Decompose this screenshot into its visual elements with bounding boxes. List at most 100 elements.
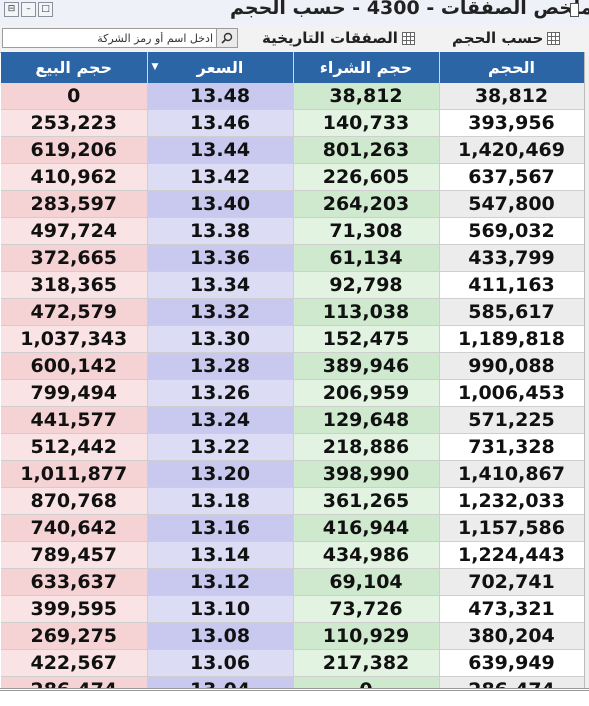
buy-volume-cell: 389,946 <box>293 352 440 380</box>
table-row[interactable]: 422,567 13.06 217,382 639,949 <box>1 649 585 677</box>
volume-cell: 1,157,586 <box>439 514 585 542</box>
column-header-volume[interactable]: الحجم <box>439 52 585 83</box>
title-bar: ⊟ – □ ملخص الصفقات - 4300 - حسب الحجم <box>0 0 589 26</box>
volume-cell: 1,189,818 <box>439 325 585 353</box>
column-header-price[interactable]: ▼ السعر <box>147 52 294 83</box>
buy-volume-cell: 226,605 <box>293 163 440 191</box>
toolbar: الصفقات التاريخية حسب الحجم <box>0 25 589 53</box>
table-row[interactable]: 472,579 13.32 113,038 585,617 <box>1 298 585 326</box>
table-row[interactable]: 441,577 13.24 129,648 571,225 <box>1 406 585 434</box>
sell-volume-cell: 472,579 <box>1 298 148 326</box>
price-cell: 13.18 <box>147 487 294 515</box>
price-cell: 13.14 <box>147 541 294 569</box>
price-cell: 13.24 <box>147 406 294 434</box>
sell-volume-cell: 0 <box>1 83 148 110</box>
buy-volume-cell: 73,726 <box>293 595 440 623</box>
volume-cell: 637,567 <box>439 163 585 191</box>
volume-cell: 731,328 <box>439 433 585 461</box>
table-row[interactable]: 1,011,877 13.20 398,990 1,410,867 <box>1 460 585 488</box>
minimize-button[interactable]: – <box>21 2 36 17</box>
volume-cell: 990,088 <box>439 352 585 380</box>
volume-cell: 393,956 <box>439 109 585 137</box>
search-icon <box>221 32 233 44</box>
sell-volume-cell: 399,595 <box>1 595 148 623</box>
sell-volume-cell: 789,457 <box>1 541 148 569</box>
table-row[interactable]: 600,142 13.28 389,946 990,088 <box>1 352 585 380</box>
price-cell: 13.36 <box>147 244 294 272</box>
buy-volume-cell: 92,798 <box>293 271 440 299</box>
sell-volume-cell: 870,768 <box>1 487 148 515</box>
table-row[interactable]: 1,037,343 13.30 152,475 1,189,818 <box>1 325 585 353</box>
sell-volume-cell: 441,577 <box>1 406 148 434</box>
restore-button[interactable]: ⊟ <box>4 2 19 17</box>
window-title: ملخص الصفقات - 4300 - حسب الحجم <box>230 0 589 19</box>
buy-volume-cell: 206,959 <box>293 379 440 407</box>
volume-cell: 473,321 <box>439 595 585 623</box>
vertical-scrollbar[interactable] <box>584 52 589 703</box>
buy-volume-cell: 140,733 <box>293 109 440 137</box>
sell-volume-cell: 253,223 <box>1 109 148 137</box>
horizontal-scrollbar[interactable] <box>0 688 589 706</box>
grid-icon <box>547 31 561 45</box>
sell-volume-cell: 497,724 <box>1 217 148 245</box>
company-search <box>2 28 238 48</box>
table-row[interactable]: 269,275 13.08 110,929 380,204 <box>1 622 585 650</box>
buy-volume-cell: 801,263 <box>293 136 440 164</box>
table-row[interactable]: 0 13.48 38,812 38,812 <box>1 83 585 110</box>
price-cell: 13.46 <box>147 109 294 137</box>
volume-cell: 38,812 <box>439 83 585 110</box>
sell-volume-cell: 372,665 <box>1 244 148 272</box>
volume-cell: 1,420,469 <box>439 136 585 164</box>
table-row[interactable]: 497,724 13.38 71,308 569,032 <box>1 217 585 245</box>
sell-volume-cell: 619,206 <box>1 136 148 164</box>
maximize-button[interactable]: □ <box>38 2 53 17</box>
buy-volume-cell: 71,308 <box>293 217 440 245</box>
buy-volume-cell: 434,986 <box>293 541 440 569</box>
table-row[interactable]: 318,365 13.34 92,798 411,163 <box>1 271 585 299</box>
sell-volume-cell: 410,962 <box>1 163 148 191</box>
buy-volume-cell: 69,104 <box>293 568 440 596</box>
volume-cell: 547,800 <box>439 190 585 218</box>
sell-volume-cell: 283,597 <box>1 190 148 218</box>
table-row[interactable]: 372,665 13.36 61,134 433,799 <box>1 244 585 272</box>
price-cell: 13.06 <box>147 649 294 677</box>
window-controls: ⊟ – □ <box>4 2 53 17</box>
table-row[interactable]: 399,595 13.10 73,726 473,321 <box>1 595 585 623</box>
table-row[interactable]: 633,637 13.12 69,104 702,741 <box>1 568 585 596</box>
sell-volume-cell: 1,037,343 <box>1 325 148 353</box>
table-row[interactable]: 870,768 13.18 361,265 1,232,033 <box>1 487 585 515</box>
table-row[interactable]: 799,494 13.26 206,959 1,006,453 <box>1 379 585 407</box>
column-header-sell-volume[interactable]: حجم البيع <box>1 52 148 83</box>
buy-volume-cell: 361,265 <box>293 487 440 515</box>
volume-cell: 569,032 <box>439 217 585 245</box>
table-row[interactable]: 283,597 13.40 264,203 547,800 <box>1 190 585 218</box>
table-row[interactable]: 619,206 13.44 801,263 1,420,469 <box>1 136 585 164</box>
buy-volume-cell: 152,475 <box>293 325 440 353</box>
buy-volume-cell: 129,648 <box>293 406 440 434</box>
volume-cell: 1,224,443 <box>439 541 585 569</box>
table-row[interactable]: 740,642 13.16 416,944 1,157,586 <box>1 514 585 542</box>
volume-cell: 585,617 <box>439 298 585 326</box>
tab-by-volume[interactable]: حسب الحجم <box>452 27 561 49</box>
buy-volume-cell: 113,038 <box>293 298 440 326</box>
pin-icon[interactable] <box>570 3 579 17</box>
price-cell: 13.22 <box>147 433 294 461</box>
tab-historical-trades[interactable]: الصفقات التاريخية <box>262 27 415 49</box>
column-header-buy-volume[interactable]: حجم الشراء <box>293 52 440 83</box>
price-cell: 13.32 <box>147 298 294 326</box>
buy-volume-cell: 264,203 <box>293 190 440 218</box>
search-input[interactable] <box>3 29 217 47</box>
table-row[interactable]: 789,457 13.14 434,986 1,224,443 <box>1 541 585 569</box>
volume-cell: 433,799 <box>439 244 585 272</box>
table-row[interactable]: 512,442 13.22 218,886 731,328 <box>1 433 585 461</box>
buy-volume-cell: 416,944 <box>293 514 440 542</box>
tab-historical-trades-label: الصفقات التاريخية <box>262 29 398 47</box>
volume-cell: 1,232,033 <box>439 487 585 515</box>
table-row[interactable]: 410,962 13.42 226,605 637,567 <box>1 163 585 191</box>
price-cell: 13.48 <box>147 83 294 110</box>
table-row[interactable]: 253,223 13.46 140,733 393,956 <box>1 109 585 137</box>
sell-volume-cell: 633,637 <box>1 568 148 596</box>
search-button[interactable] <box>216 29 237 47</box>
tab-by-volume-label: حسب الحجم <box>452 29 544 47</box>
price-cell: 13.42 <box>147 163 294 191</box>
